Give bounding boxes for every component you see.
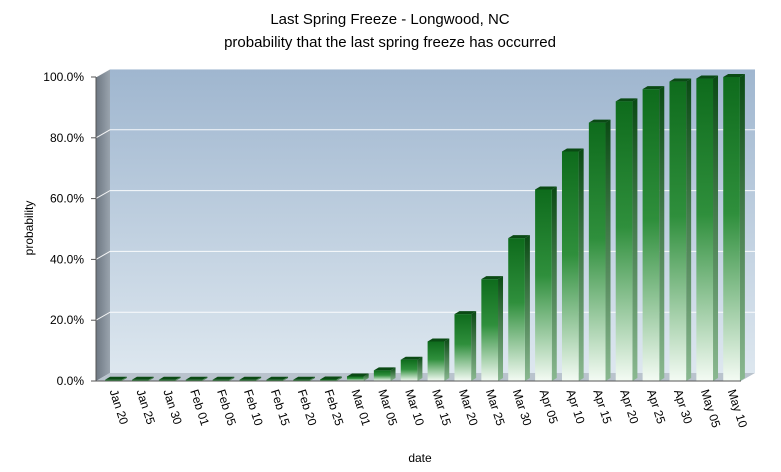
x-tick-label: Mar 25 <box>483 388 508 428</box>
y-tick-label: 60.0% <box>50 192 84 206</box>
x-axis-ticks: Jan 20 Jan 25 Jan 30 Feb 01 Feb 05 Feb 10 Feb … <box>107 388 751 430</box>
x-tick-label: Mar 15 <box>429 388 454 428</box>
bar <box>561 148 584 381</box>
chart-subtitle: probability that the last spring freeze … <box>224 34 556 51</box>
x-tick-label: Apr 30 <box>671 388 695 426</box>
x-tick-label: Mar 01 <box>348 388 373 428</box>
x-tick-label: Feb 10 <box>241 388 266 428</box>
y-tick-label: 20.0% <box>50 313 84 327</box>
x-tick-label: Jan 30 <box>160 388 185 427</box>
x-tick-label: Feb 20 <box>295 388 320 428</box>
gridline <box>95 68 755 78</box>
bar <box>723 74 745 381</box>
y-tick-label: 100.0% <box>43 70 84 84</box>
bar <box>400 356 423 381</box>
x-tick-label: Mar 05 <box>375 388 400 428</box>
x-tick-label: Mar 30 <box>510 388 535 428</box>
bar <box>373 367 396 381</box>
bar <box>535 186 557 381</box>
x-tick-label: Feb 01 <box>187 388 212 428</box>
y-tick-label: 80.0% <box>50 131 84 145</box>
bar <box>266 376 289 381</box>
bar <box>696 75 719 382</box>
bars <box>105 74 745 382</box>
y-axis-label: probability <box>22 201 36 256</box>
x-tick-label: Apr 25 <box>644 388 668 426</box>
y-tick-label: 0.0% <box>57 374 85 388</box>
chart-title: Last Spring Freeze - Longwood, NC <box>270 11 509 28</box>
bar <box>454 311 477 381</box>
x-tick-label: Apr 20 <box>617 388 641 426</box>
bar <box>669 78 692 381</box>
bar <box>158 376 181 381</box>
bar <box>427 338 450 381</box>
y-tick-label: 40.0% <box>50 252 84 266</box>
x-tick-label: Mar 10 <box>402 388 427 428</box>
x-tick-label: May 05 <box>698 388 724 430</box>
x-tick-label: Mar 20 <box>456 388 481 428</box>
gridline <box>95 129 755 139</box>
y-axis-ticks: 0.0% 20.0% 40.0% 60.0% 80.0% 100.0% <box>43 70 96 388</box>
x-tick-label: Apr 15 <box>590 388 614 426</box>
x-tick-label: Feb 05 <box>214 388 239 428</box>
bar <box>212 376 235 381</box>
x-tick-label: Feb 15 <box>268 388 293 428</box>
x-axis-label: date <box>408 451 432 465</box>
bar <box>131 376 154 381</box>
x-tick-label: Apr 10 <box>563 388 587 426</box>
bar <box>588 119 611 381</box>
side-wall <box>96 69 110 381</box>
bar <box>508 235 530 381</box>
bar <box>642 86 665 381</box>
x-tick-label: May 10 <box>725 388 751 430</box>
bar <box>615 98 638 381</box>
bar <box>320 376 342 381</box>
bar <box>481 276 504 381</box>
x-tick-label: Feb 25 <box>322 388 347 428</box>
bar <box>239 376 262 381</box>
bar <box>185 376 208 381</box>
x-tick-label: Apr 05 <box>537 388 561 426</box>
bar <box>293 376 315 381</box>
bar <box>105 376 127 381</box>
x-tick-label: Jan 25 <box>133 388 158 427</box>
bar <box>346 373 369 381</box>
x-tick-label: Jan 20 <box>107 388 132 427</box>
